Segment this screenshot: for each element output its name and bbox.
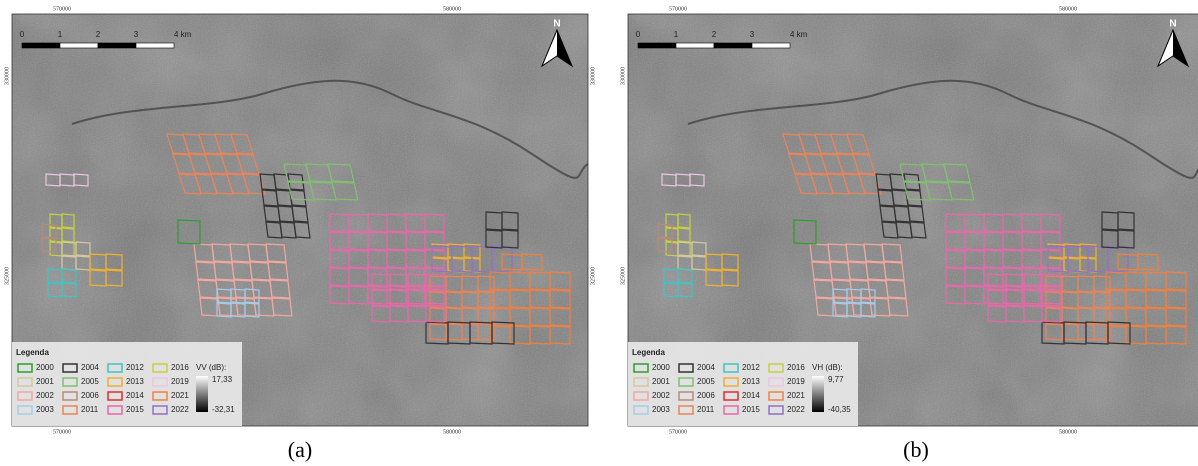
- legend-label: 2001: [36, 377, 54, 386]
- legend-label: 2013: [742, 377, 760, 386]
- scale-label: 0: [636, 30, 641, 39]
- legend: Legenda 2000 2001 2002 2003 2004 2005 2006 2011 2…: [628, 342, 858, 426]
- legend-label: 2015: [126, 405, 144, 414]
- legend-label: 2011: [697, 405, 715, 414]
- legend-label: 2003: [652, 405, 670, 414]
- x-coordinate: 580000: [1059, 6, 1077, 12]
- colorbar-label: VV (dB):: [196, 363, 226, 372]
- legend-label: 2021: [171, 391, 189, 400]
- x-coordinate: 580000: [1059, 429, 1077, 435]
- colorbar-label: VH (dB):: [812, 363, 843, 372]
- y-coordinate: 325000: [620, 267, 626, 285]
- legend-label: 2016: [171, 363, 189, 372]
- scale-segment: [638, 43, 676, 48]
- legend-label: 2012: [126, 363, 144, 372]
- colorbar: [196, 376, 208, 412]
- legend-label: 2019: [171, 377, 189, 386]
- legend-label: 2003: [36, 405, 54, 414]
- legend-label: 2001: [652, 377, 670, 386]
- y-coordinate: 330000: [620, 67, 626, 85]
- legend-label: 2012: [742, 363, 760, 372]
- scale-segment: [22, 43, 60, 48]
- scale-label: 1: [58, 30, 63, 39]
- x-coordinate: 570000: [53, 6, 71, 12]
- legend-title: Legenda: [632, 348, 665, 357]
- x-coordinate: 570000: [669, 429, 687, 435]
- scale-segment: [714, 43, 752, 48]
- scale-label: 2: [96, 30, 101, 39]
- y-coordinate: 330000: [4, 67, 10, 85]
- legend-label: 2014: [742, 391, 760, 400]
- legend-label: 2022: [787, 405, 805, 414]
- colorbar-min: -40,35: [828, 405, 851, 414]
- scale-segment: [60, 43, 98, 48]
- map-panel: 570000 570000 580000 580000 330000 330000 3250…: [4, 6, 596, 435]
- scale-segment: [752, 43, 790, 48]
- colorbar: [812, 376, 824, 412]
- caption: (a): [288, 437, 312, 462]
- map-panel: 5700005700005800005800003300003300003250…: [620, 6, 1198, 435]
- caption: (b): [903, 437, 929, 462]
- legend-label: 2002: [36, 391, 54, 400]
- scale-segment: [136, 43, 174, 48]
- legend-label: 2000: [36, 363, 54, 372]
- legend-label: 2021: [787, 391, 805, 400]
- y-coordinate: 330000: [590, 67, 596, 85]
- legend-label: 2013: [126, 377, 144, 386]
- y-coordinate: 325000: [4, 267, 10, 285]
- x-coordinate: 570000: [53, 429, 71, 435]
- legend-label: 2019: [787, 377, 805, 386]
- scale-segment: [676, 43, 714, 48]
- legend-label: 2000: [652, 363, 670, 372]
- figure: 570000 570000 580000 580000 330000 330000 3250…: [0, 0, 1198, 466]
- scale-label: 4 km: [174, 30, 192, 39]
- colorbar-min: -32,31: [212, 405, 235, 414]
- north-label: N: [1169, 19, 1176, 30]
- legend-label: 2006: [697, 391, 715, 400]
- x-coordinate: 580000: [443, 6, 461, 12]
- legend-label: 2015: [742, 405, 760, 414]
- north-label: N: [553, 19, 560, 30]
- scale-label: 2: [712, 30, 717, 39]
- legend: Legenda 2000 2001 2002 2003 2004 2005 2006 2011 2…: [12, 342, 242, 426]
- scale-label: 3: [750, 30, 755, 39]
- scale-label: 4 km: [790, 30, 808, 39]
- y-coordinate: 325000: [590, 267, 596, 285]
- legend-title: Legenda: [16, 348, 49, 357]
- legend-label: 2005: [81, 377, 99, 386]
- x-coordinate: 570000: [669, 6, 687, 12]
- colorbar-max: 9,77: [828, 375, 844, 384]
- legend-label: 2004: [697, 363, 715, 372]
- legend-label: 2016: [787, 363, 805, 372]
- x-coordinate: 580000: [443, 429, 461, 435]
- scale-label: 1: [674, 30, 679, 39]
- legend-label: 2011: [81, 405, 99, 414]
- scale-label: 0: [20, 30, 25, 39]
- legend-label: 2006: [81, 391, 99, 400]
- scale-label: 3: [134, 30, 139, 39]
- legend-label: 2022: [171, 405, 189, 414]
- legend-label: 2014: [126, 391, 144, 400]
- legend-label: 2002: [652, 391, 670, 400]
- legend-label: 2005: [697, 377, 715, 386]
- legend-label: 2004: [81, 363, 99, 372]
- colorbar-max: 17,33: [212, 375, 233, 384]
- scale-segment: [98, 43, 136, 48]
